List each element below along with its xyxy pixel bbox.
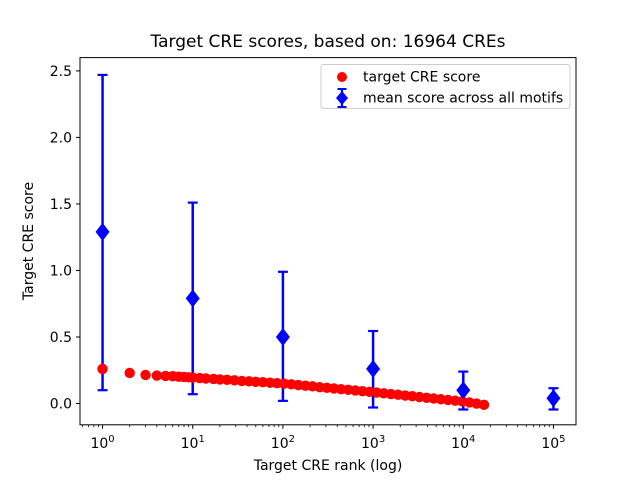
mean-point-diamond — [366, 359, 381, 378]
mean-score-errorbars — [97, 73, 559, 411]
chart-title: Target CRE scores, based on: 16964 CREs — [150, 32, 506, 52]
y-tick-label: 2.5 — [50, 64, 72, 80]
target-point — [478, 399, 490, 411]
mean-point-diamond — [185, 289, 200, 308]
target-point — [140, 369, 151, 381]
mean-point-diamond — [456, 381, 471, 400]
x-tick-label: 101 — [181, 434, 205, 452]
x-tick-label: 102 — [271, 434, 295, 452]
mean-score-diamonds — [95, 222, 561, 408]
legend-target-marker-icon — [337, 72, 347, 82]
y-tick-label: 0.5 — [50, 330, 72, 346]
x-axis-ticks: 100 101 102 103 104 105 — [82, 424, 566, 452]
legend: target CRE score mean score across all m… — [320, 64, 571, 109]
target-point — [97, 363, 108, 375]
x-tick-label: 103 — [361, 434, 385, 452]
y-tick-label: 1.0 — [50, 263, 72, 279]
x-axis-label: Target CRE rank (log) — [253, 458, 403, 474]
y-tick-label: 1.5 — [50, 197, 72, 213]
target-point — [151, 370, 163, 381]
target-point — [200, 373, 212, 384]
legend-box — [320, 64, 571, 109]
legend-mean-marker-icon — [336, 88, 348, 108]
x-tick-label: 104 — [451, 434, 475, 452]
y-axis-ticks: 0.0 0.5 1.0 1.5 2.0 2.5 — [50, 64, 80, 413]
y-axis-label: Target CRE score — [21, 182, 37, 301]
y-tick-label: 0.0 — [50, 397, 72, 413]
mean-point-diamond — [95, 222, 110, 241]
mean-point-diamond — [275, 327, 290, 346]
target-point — [124, 367, 135, 379]
plot-border — [79, 57, 577, 426]
legend-entry-target: target CRE score — [363, 70, 480, 86]
x-tick-label: 105 — [541, 434, 565, 452]
mean-point-diamond — [546, 389, 561, 408]
target-score-points — [97, 363, 490, 411]
x-tick-label: 100 — [90, 434, 114, 452]
legend-entry-mean: mean score across all motifs — [363, 91, 563, 107]
y-tick-label: 2.0 — [50, 130, 72, 146]
target-point — [221, 374, 233, 386]
